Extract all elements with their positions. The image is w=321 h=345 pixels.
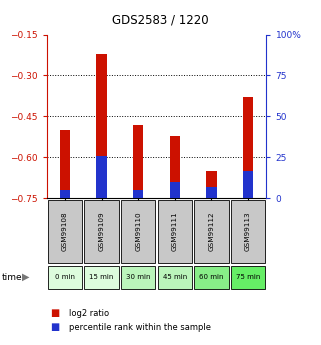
Bar (48, 200, 82, 263)
Bar (194, 266, 229, 289)
Text: GSM99108: GSM99108 (62, 211, 68, 251)
Text: 15 min: 15 min (89, 274, 114, 280)
Text: GSM99111: GSM99111 (172, 211, 178, 251)
Text: ▶: ▶ (22, 272, 29, 282)
Bar (206, 171, 217, 198)
Text: time: time (2, 273, 22, 282)
Text: 30 min: 30 min (126, 274, 151, 280)
Bar (121, 200, 155, 263)
Text: 45 min: 45 min (163, 274, 187, 280)
Bar (60, 130, 70, 198)
Text: 0 min: 0 min (55, 274, 75, 280)
Text: GSM99110: GSM99110 (135, 211, 141, 251)
Bar (60, 190, 70, 198)
Bar (121, 266, 155, 289)
Bar (96, 156, 107, 198)
Text: GDS2583 / 1220: GDS2583 / 1220 (112, 13, 209, 26)
Bar (243, 170, 253, 198)
Bar (170, 136, 180, 198)
Bar (170, 182, 180, 198)
Text: GSM99113: GSM99113 (245, 211, 251, 251)
Bar (133, 190, 143, 198)
Bar (243, 97, 253, 198)
Bar (133, 125, 143, 198)
Text: GSM99112: GSM99112 (208, 211, 214, 251)
Bar (206, 187, 217, 198)
Bar (231, 266, 265, 289)
Bar (194, 200, 229, 263)
Text: GSM99109: GSM99109 (99, 211, 105, 251)
Text: 75 min: 75 min (236, 274, 260, 280)
Bar (96, 53, 107, 198)
Bar (158, 266, 192, 289)
Bar (84, 266, 119, 289)
Bar (48, 266, 82, 289)
Bar (231, 200, 265, 263)
Text: percentile rank within the sample: percentile rank within the sample (69, 323, 211, 332)
Text: 60 min: 60 min (199, 274, 224, 280)
Text: ■: ■ (50, 322, 59, 332)
Bar (158, 200, 192, 263)
Bar (84, 200, 119, 263)
Text: log2 ratio: log2 ratio (69, 309, 109, 318)
Text: ■: ■ (50, 308, 59, 318)
